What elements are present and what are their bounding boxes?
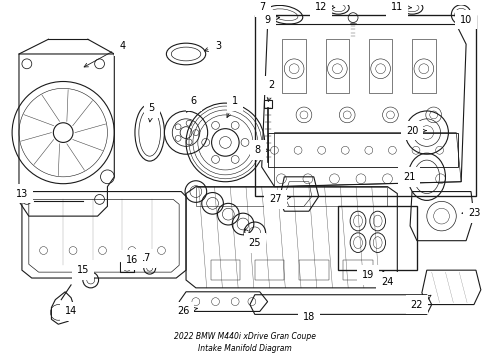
Text: 22: 22: [411, 295, 431, 310]
Text: 4: 4: [84, 41, 125, 67]
Bar: [282, 39, 306, 93]
Text: 20: 20: [406, 126, 426, 136]
Text: 2: 2: [267, 80, 275, 102]
Bar: [255, 260, 284, 280]
Text: 15: 15: [76, 265, 89, 275]
Text: 25: 25: [245, 229, 261, 248]
Bar: [339, 206, 417, 270]
Text: 9: 9: [265, 15, 280, 24]
Text: 3: 3: [204, 41, 221, 51]
Text: 1: 1: [227, 96, 238, 117]
Text: 2022 BMW M440i xDrive Gran Coupe: 2022 BMW M440i xDrive Gran Coupe: [174, 333, 316, 342]
Text: 26: 26: [177, 306, 197, 316]
Text: 13: 13: [16, 189, 28, 198]
Bar: [299, 260, 328, 280]
Text: 27: 27: [269, 194, 291, 204]
Bar: [264, 100, 271, 108]
Bar: [369, 39, 392, 93]
Text: 6: 6: [187, 96, 197, 112]
Bar: [211, 260, 240, 280]
Text: 21: 21: [403, 172, 416, 182]
Text: 10: 10: [460, 15, 472, 24]
Bar: [255, 15, 476, 197]
Text: 8: 8: [255, 145, 269, 155]
Text: 17: 17: [139, 253, 151, 264]
Text: 7: 7: [260, 2, 266, 13]
Text: 16: 16: [126, 255, 138, 265]
Bar: [120, 262, 134, 272]
Text: 19: 19: [362, 269, 374, 280]
Bar: [412, 39, 436, 93]
Text: 23: 23: [462, 208, 480, 218]
Text: Intake Manifold Diagram: Intake Manifold Diagram: [198, 344, 292, 353]
Text: 18: 18: [303, 312, 315, 322]
Text: 14: 14: [65, 306, 77, 316]
Text: 12: 12: [315, 2, 335, 12]
Text: 11: 11: [391, 2, 411, 12]
Bar: [343, 260, 373, 280]
Text: 24: 24: [381, 271, 393, 287]
Bar: [325, 39, 349, 93]
Text: 5: 5: [148, 103, 155, 122]
